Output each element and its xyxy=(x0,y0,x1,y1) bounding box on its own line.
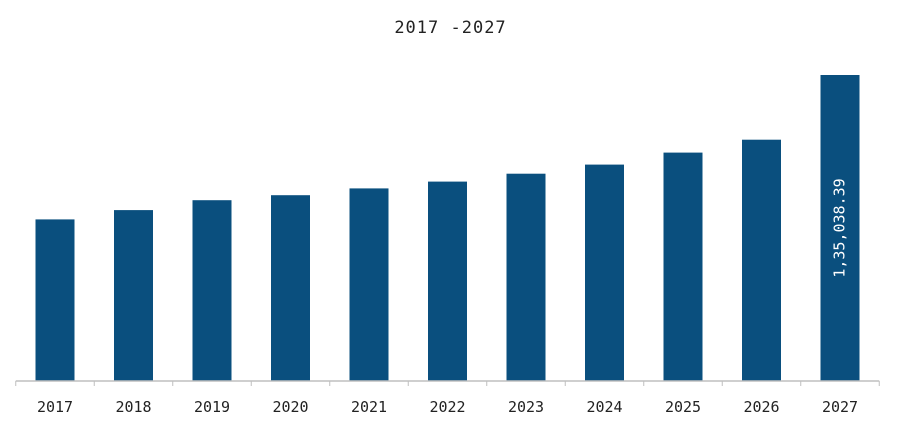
bar-2020 xyxy=(271,195,310,381)
x-tick-label-2022: 2022 xyxy=(429,398,465,416)
x-tick-label-2025: 2025 xyxy=(665,398,701,416)
x-tick-label-2023: 2023 xyxy=(508,398,544,416)
data-label-2027: 1,35,038.39 xyxy=(831,178,849,277)
bar-2017 xyxy=(35,219,75,381)
x-tick-label-2026: 2026 xyxy=(743,398,779,416)
x-axis-labels: 2017 2018 2019 2020 2021 2022 2023 2024 2025 2026… xyxy=(37,398,858,416)
x-tick-label-2020: 2020 xyxy=(272,398,308,416)
x-tick-label-2021: 2021 xyxy=(351,398,387,416)
bar-2023 xyxy=(506,173,546,381)
x-tick-label-2027: 2027 xyxy=(822,398,858,416)
bar-2019 xyxy=(192,200,232,381)
chart-title: 2017 -2027 xyxy=(394,18,507,38)
bar-2027 xyxy=(820,75,860,381)
bar-2026 xyxy=(742,139,781,381)
bar-2018 xyxy=(114,210,153,381)
x-tick-label-2017: 2017 xyxy=(37,398,73,416)
x-tick-label-2018: 2018 xyxy=(115,398,151,416)
data-labels: 1,35,038.39 xyxy=(831,178,849,277)
bar-2022 xyxy=(428,181,467,381)
bar-2021 xyxy=(349,188,389,381)
bar-2025 xyxy=(663,152,703,381)
x-axis-ticks xyxy=(15,381,880,386)
bar-2024 xyxy=(585,164,624,381)
x-tick-label-2019: 2019 xyxy=(194,398,230,416)
bars-layer xyxy=(35,75,860,381)
x-tick-label-2024: 2024 xyxy=(586,398,622,416)
